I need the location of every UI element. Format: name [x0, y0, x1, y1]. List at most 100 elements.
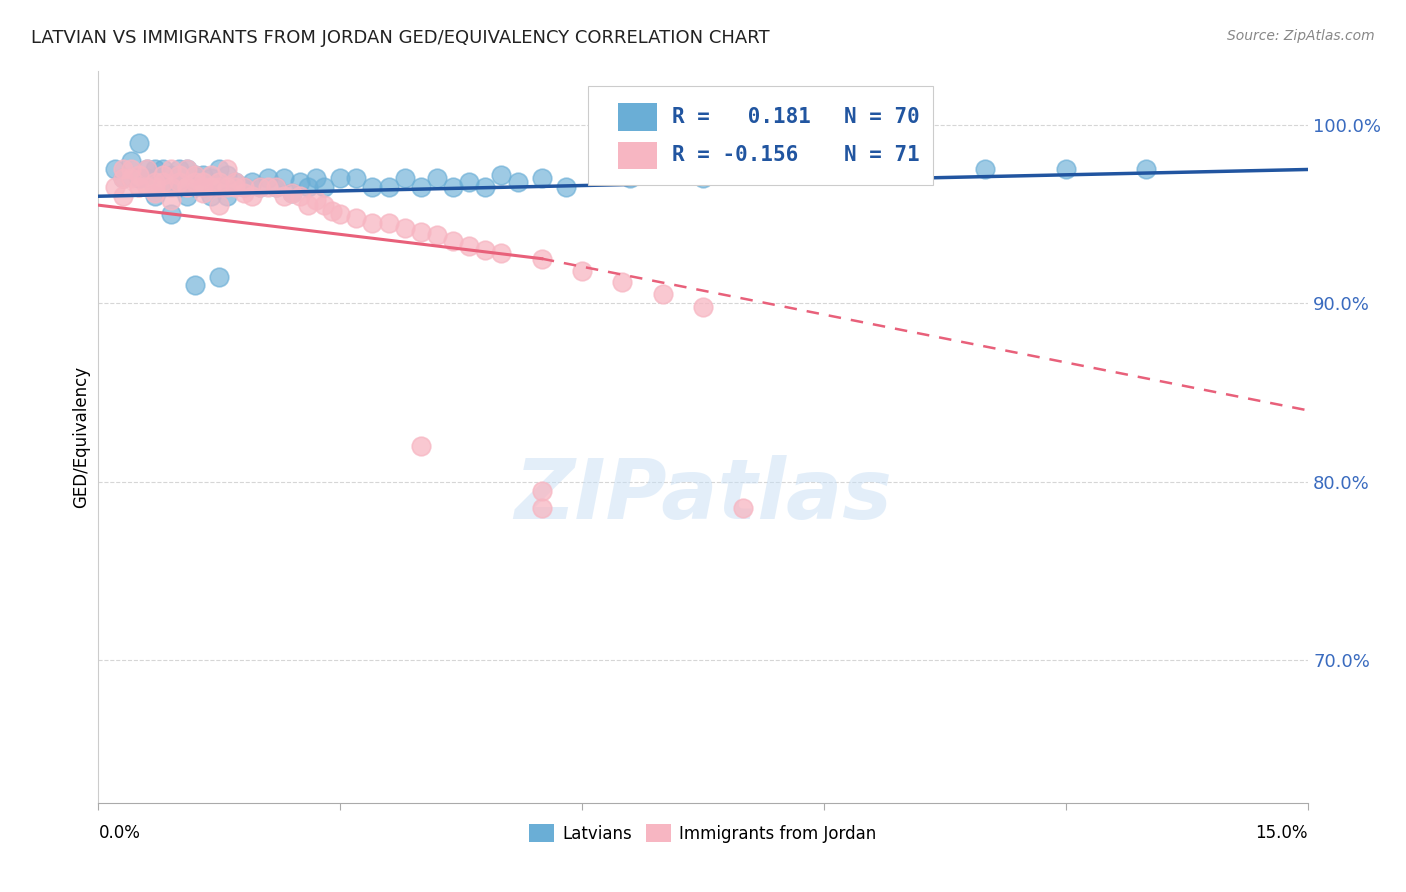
Point — [217, 180, 239, 194]
Point — [135, 180, 157, 194]
Text: R =   0.181: R = 0.181 — [672, 107, 810, 127]
Point — [264, 180, 287, 194]
Point — [555, 180, 578, 194]
Point — [232, 186, 254, 200]
Text: N = 71: N = 71 — [845, 145, 920, 166]
Point — [208, 269, 231, 284]
Point — [692, 300, 714, 314]
Point — [143, 180, 166, 194]
Text: 0.0%: 0.0% — [98, 824, 141, 842]
Point — [232, 180, 254, 194]
Point — [305, 193, 328, 207]
Point — [651, 287, 673, 301]
Point — [128, 180, 150, 194]
Point — [249, 180, 271, 194]
Point — [176, 162, 198, 177]
Point — [103, 180, 125, 194]
Point — [458, 175, 481, 189]
Point — [344, 211, 367, 225]
Point — [208, 180, 231, 194]
Point — [530, 483, 553, 498]
Point — [377, 180, 399, 194]
Point — [441, 234, 464, 248]
Point — [1054, 162, 1077, 177]
Point — [853, 162, 876, 177]
Point — [974, 162, 997, 177]
Point — [160, 207, 183, 221]
Point — [217, 162, 239, 177]
Point — [377, 216, 399, 230]
Point — [200, 168, 222, 182]
Text: ZIPatlas: ZIPatlas — [515, 455, 891, 536]
Point — [571, 264, 593, 278]
Point — [530, 171, 553, 186]
Point — [409, 439, 432, 453]
Point — [167, 180, 190, 194]
FancyBboxPatch shape — [588, 86, 932, 185]
Point — [135, 171, 157, 186]
Point — [586, 168, 609, 182]
Point — [273, 189, 295, 203]
Point — [200, 171, 222, 186]
Point — [184, 168, 207, 182]
Point — [128, 171, 150, 186]
Point — [184, 278, 207, 293]
Point — [314, 198, 336, 212]
Point — [772, 162, 794, 177]
Point — [120, 171, 142, 186]
Point — [176, 162, 198, 177]
Point — [344, 171, 367, 186]
Point — [232, 180, 254, 194]
Point — [249, 180, 271, 194]
Point — [193, 186, 215, 200]
Point — [167, 168, 190, 182]
Point — [160, 168, 183, 182]
Bar — [619, 142, 657, 169]
Point — [193, 168, 215, 182]
Y-axis label: GED/Equivalency: GED/Equivalency — [72, 366, 90, 508]
Point — [474, 243, 496, 257]
Point — [160, 193, 183, 207]
Point — [193, 180, 215, 194]
Point — [361, 180, 384, 194]
Point — [692, 171, 714, 186]
Point — [619, 171, 641, 186]
Text: R = -0.156: R = -0.156 — [672, 145, 797, 166]
Point — [893, 162, 915, 177]
Point — [297, 180, 319, 194]
Point — [120, 162, 142, 177]
Point — [224, 175, 246, 189]
Point — [305, 171, 328, 186]
Point — [651, 162, 673, 177]
Point — [128, 168, 150, 182]
Point — [167, 162, 190, 177]
Point — [506, 175, 529, 189]
Point — [143, 186, 166, 200]
Point — [128, 171, 150, 186]
Point — [120, 153, 142, 168]
Point — [426, 171, 449, 186]
Point — [208, 162, 231, 177]
Point — [474, 180, 496, 194]
Point — [128, 136, 150, 150]
Point — [200, 189, 222, 203]
Point — [208, 198, 231, 212]
Point — [441, 180, 464, 194]
Point — [256, 171, 278, 186]
Point — [176, 189, 198, 203]
Point — [273, 171, 295, 186]
Point — [530, 501, 553, 516]
Point — [128, 180, 150, 194]
Point — [176, 180, 198, 194]
Point — [297, 198, 319, 212]
Point — [160, 180, 183, 194]
Point — [208, 180, 231, 194]
Point — [612, 275, 634, 289]
Point — [152, 162, 174, 177]
Point — [152, 180, 174, 194]
Point — [152, 168, 174, 182]
Point — [103, 162, 125, 177]
Point — [314, 180, 336, 194]
Point — [491, 246, 513, 260]
Bar — [619, 103, 657, 130]
